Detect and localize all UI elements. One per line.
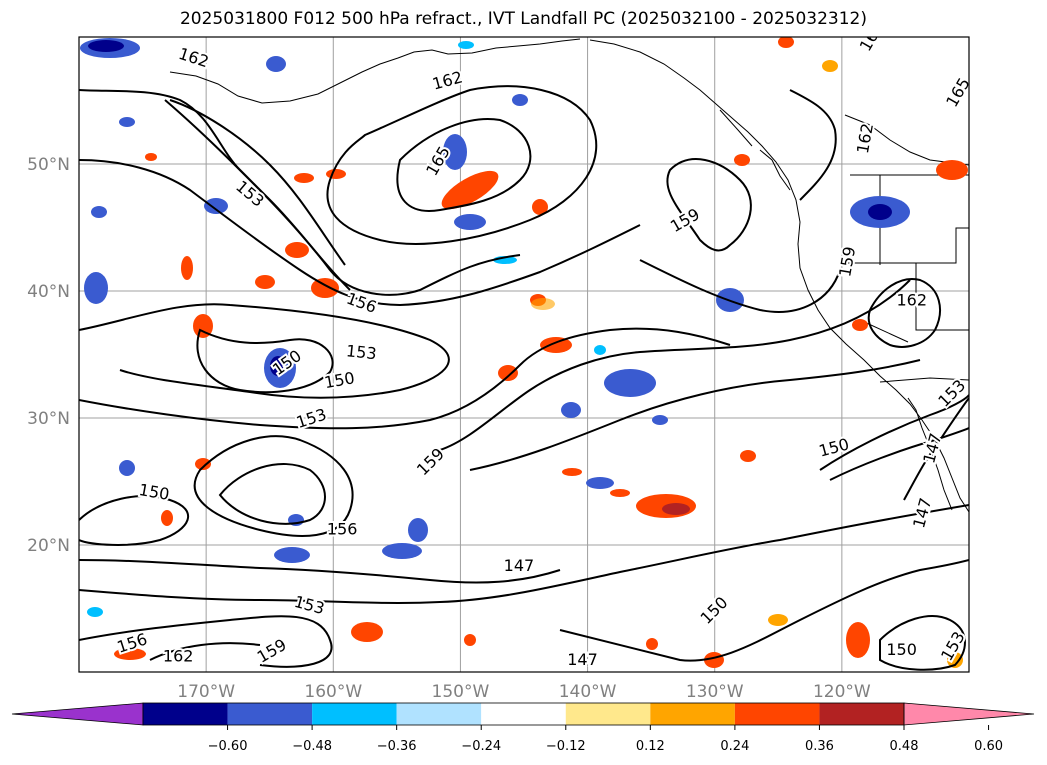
colorbar-tick-label: 0.24	[720, 739, 749, 754]
lon-label: 120°W	[813, 682, 871, 702]
contour-label: 150	[886, 640, 917, 659]
geopotential-contours	[79, 85, 969, 671]
contour-label: 159	[835, 245, 859, 278]
colorbar-tick-label: −0.24	[461, 739, 501, 754]
map-frame	[78, 36, 970, 673]
colorbar-swatch	[565, 703, 651, 725]
colorbar-tick-label: −0.60	[208, 739, 248, 754]
lat-label: 50°N	[27, 155, 70, 175]
map-title: 2025031800 F012 500 hPa refract., IVT La…	[179, 9, 867, 29]
colorbar-tick-label: −0.12	[546, 739, 586, 754]
lon-label: 140°W	[559, 682, 617, 702]
map-plot-area: 1621621651531591561531501501531591501561…	[79, 37, 969, 672]
coastlines	[169, 38, 969, 513]
lon-label: 170°W	[177, 682, 235, 702]
contour-label: 147	[504, 556, 535, 575]
colorbar-tick-label: −0.36	[377, 739, 417, 754]
lon-label: 160°W	[304, 682, 362, 702]
colorbar-swatch	[227, 703, 313, 725]
contour-label: 153	[345, 341, 377, 363]
contour-label: 162	[163, 646, 194, 665]
latitude-labels: 50°N 40°N 30°N 20°N	[27, 155, 70, 556]
colorbar-swatch	[143, 703, 228, 725]
colorbar-swatch	[312, 703, 397, 725]
colorbar-swatch	[481, 703, 566, 725]
gridlines	[79, 37, 969, 672]
colorbar-swatch	[734, 703, 820, 725]
colorbar-swatch	[396, 703, 482, 725]
colorbar-swatch	[650, 703, 735, 725]
colorbar-tick-label: 0.12	[636, 739, 665, 754]
colorbar-tick-label: 0.36	[805, 739, 834, 754]
lat-label: 20°N	[27, 536, 70, 556]
colorbar-extend-low	[11, 702, 144, 726]
colorbar-frame	[142, 702, 905, 726]
contour-label: 162	[897, 291, 928, 310]
colorbar-swatch	[819, 703, 904, 725]
lat-label: 30°N	[27, 409, 70, 429]
colorbar-extend-high	[903, 702, 1035, 726]
lat-label: 40°N	[27, 282, 70, 302]
colorbar: −0.60 −0.48 −0.36 −0.24 −0.12 0.12 0.24 0.36 0.4…	[11, 702, 1035, 754]
colorbar-tick-label: 0.48	[890, 739, 919, 754]
lon-label: 130°W	[686, 682, 744, 702]
longitude-labels: 170°W 160°W 150°W 140°W 130°W 120°W	[177, 682, 871, 702]
refractivity-shading	[80, 37, 968, 668]
colorbar-tick-label: −0.48	[292, 739, 332, 754]
contour-label: 156	[327, 519, 358, 538]
lon-label: 150°W	[432, 682, 490, 702]
contour-label: 147	[567, 650, 598, 669]
colorbar-tick-label: 0.60	[974, 739, 1003, 754]
